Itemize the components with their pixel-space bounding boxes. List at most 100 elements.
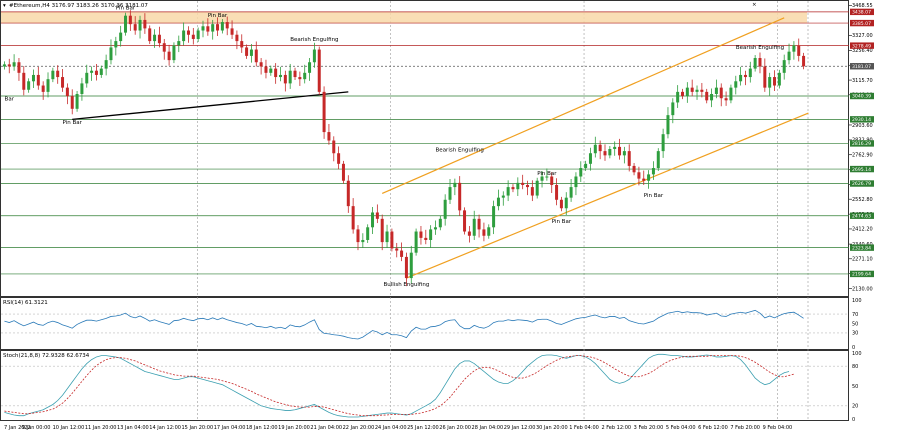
candle-body bbox=[429, 229, 433, 240]
x-tick-label: 24 Jan 04:00 bbox=[375, 425, 407, 431]
candle-body bbox=[705, 91, 709, 101]
candle-body bbox=[530, 187, 534, 196]
candle-body bbox=[356, 229, 360, 243]
candle-body bbox=[230, 28, 234, 35]
candle-body bbox=[564, 197, 568, 209]
candle-body bbox=[506, 187, 510, 196]
x-tick-label: 29 Jan 12:00 bbox=[504, 425, 536, 431]
x-tick-label: 21 Jan 04:00 bbox=[310, 425, 342, 431]
level-tag-bg bbox=[850, 42, 874, 49]
candle-body bbox=[99, 68, 103, 75]
time-grid bbox=[197, 1, 809, 420]
candle-body bbox=[797, 45, 801, 56]
x-tick-label: 9 Jan 00:00 bbox=[22, 425, 50, 431]
candle-body bbox=[70, 96, 74, 109]
stoch-pane[interactable] bbox=[0, 350, 849, 421]
price-pane[interactable] bbox=[0, 0, 849, 297]
trendlines[interactable] bbox=[72, 17, 809, 279]
pattern-label: Pin Bar bbox=[208, 13, 228, 19]
candle-body bbox=[511, 187, 515, 190]
candle-body bbox=[588, 153, 592, 164]
candle-body bbox=[453, 182, 457, 188]
candle-body bbox=[182, 30, 186, 42]
rsi-tick-label: 100 bbox=[852, 298, 862, 304]
candle-body bbox=[308, 62, 312, 73]
chart-menu-icon[interactable]: ▾ bbox=[3, 3, 6, 9]
candle-body bbox=[220, 22, 224, 31]
level-tag-bg bbox=[850, 165, 874, 173]
stoch-tick-label: 100 bbox=[852, 351, 862, 357]
candle-body bbox=[555, 184, 559, 200]
candle-body bbox=[773, 77, 777, 86]
candle-body bbox=[550, 176, 554, 185]
trendline-support bbox=[72, 91, 349, 121]
candle-body bbox=[322, 91, 326, 133]
candle-body bbox=[201, 26, 205, 31]
x-tick-label: 17 Jan 04:00 bbox=[214, 425, 246, 431]
candle-body bbox=[463, 210, 467, 232]
candle-body bbox=[114, 41, 118, 48]
candle-body bbox=[782, 60, 786, 73]
candle-body bbox=[743, 74, 747, 78]
candle-body bbox=[719, 87, 723, 99]
pattern-label: Bearish Engulfing bbox=[736, 45, 784, 51]
x-tick-label: 7 Jan 2022 bbox=[4, 425, 31, 431]
candle-body bbox=[177, 41, 181, 46]
candle-body bbox=[211, 24, 215, 32]
candle-body bbox=[724, 98, 728, 101]
y-tick-label: 2412.20 bbox=[852, 227, 873, 233]
candle-body bbox=[225, 22, 229, 29]
stoch-tick-label: 20 bbox=[852, 404, 858, 410]
x-tick-label: 10 Jan 12:00 bbox=[53, 425, 85, 431]
rsi-pane[interactable] bbox=[0, 297, 849, 350]
rsi-title: RSI(14) 61.3121 bbox=[3, 300, 48, 306]
candle-body bbox=[748, 68, 752, 78]
candle-body bbox=[191, 34, 195, 39]
candle-body bbox=[443, 199, 447, 219]
candle-body bbox=[472, 218, 476, 236]
candle-body bbox=[739, 74, 743, 82]
candle-body bbox=[337, 153, 341, 164]
candle-body bbox=[186, 30, 190, 35]
candle-body bbox=[46, 79, 50, 92]
x-tick-label: 15 Jan 20:00 bbox=[182, 425, 214, 431]
candle-body bbox=[65, 87, 69, 97]
candle-body bbox=[138, 19, 142, 31]
candle-body bbox=[419, 231, 423, 238]
candle-body bbox=[85, 72, 89, 84]
candle-body bbox=[569, 187, 573, 198]
candle-body bbox=[802, 55, 806, 67]
candle-body bbox=[448, 187, 452, 200]
candle-body bbox=[700, 89, 704, 92]
candle-body bbox=[206, 26, 210, 32]
candle-body bbox=[676, 91, 680, 103]
y-tick-label: 3256.40 bbox=[852, 48, 873, 54]
candle-body bbox=[516, 182, 520, 190]
x-tick-label: 2 Feb 12:00 bbox=[601, 425, 631, 431]
candle-body bbox=[94, 70, 98, 75]
level-tag-bg bbox=[850, 270, 874, 278]
candle-body bbox=[51, 70, 55, 80]
candle-body bbox=[245, 47, 249, 56]
level-tag-label: 2474.63 bbox=[852, 213, 871, 219]
candle-body bbox=[167, 51, 171, 61]
level-tag-bg bbox=[850, 63, 874, 70]
level-tag-bg bbox=[850, 244, 874, 251]
trendline-channel-lower bbox=[406, 112, 809, 279]
pattern-label: Pin Bar bbox=[552, 219, 572, 225]
level-tag-bg bbox=[850, 116, 874, 123]
candle-body bbox=[317, 49, 321, 92]
x-tick-label: 26 Jan 20:00 bbox=[439, 425, 471, 431]
candle-body bbox=[75, 93, 79, 109]
close-icon[interactable]: × bbox=[752, 2, 757, 8]
level-tag-label: 3181.07 bbox=[852, 64, 871, 70]
candle-body bbox=[487, 227, 491, 236]
candle-body bbox=[17, 62, 21, 73]
candle-body bbox=[763, 66, 767, 88]
x-tick-label: 22 Jan 20:00 bbox=[343, 425, 375, 431]
candlestick-series bbox=[2, 10, 806, 287]
level-tags: 3438.07 3385.07 3278.49 3181.07 3040.39 2930.… bbox=[850, 8, 874, 278]
candle-body bbox=[787, 51, 791, 61]
